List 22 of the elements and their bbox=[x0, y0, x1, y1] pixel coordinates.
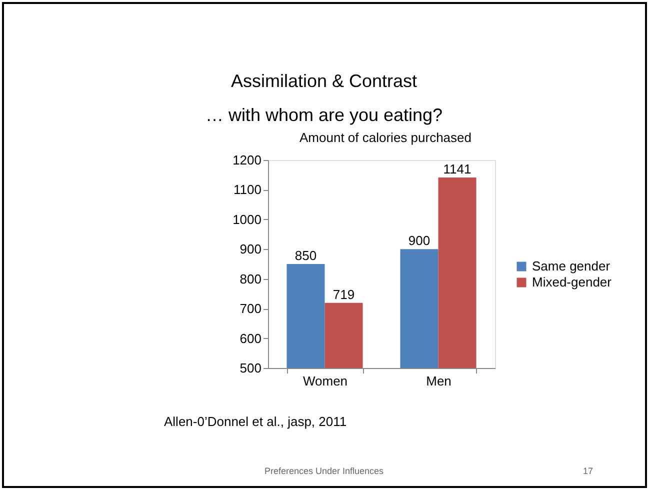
text: Assimilation & Contrast bbox=[230, 71, 418, 91]
data-label: 900 bbox=[408, 233, 430, 248]
legend-label: Mixed-gender bbox=[532, 274, 612, 290]
y-tick-label: 600 bbox=[240, 330, 262, 346]
y-tick-label: 500 bbox=[240, 360, 262, 376]
text: Allen-0’Donnel et al., jasp, 2011 bbox=[164, 414, 347, 429]
y-tick-label: 800 bbox=[240, 271, 262, 286]
text: … with whom are you eating? bbox=[205, 105, 443, 125]
y-tick-label: 1200 bbox=[232, 152, 262, 168]
data-label: 1141 bbox=[443, 162, 472, 177]
text: Preferences Under Influences bbox=[264, 466, 384, 476]
data-label: 719 bbox=[332, 286, 355, 302]
x-tick-label: Women bbox=[302, 374, 348, 388]
data-label: 850 bbox=[294, 248, 317, 263]
x-tick-label: Men bbox=[426, 374, 452, 388]
y-tick-label: 700 bbox=[240, 301, 262, 316]
y-tick-label: 900 bbox=[240, 242, 262, 257]
text: 17 bbox=[582, 466, 594, 476]
legend-label: Same gender bbox=[532, 258, 611, 274]
y-tick-label: 1100 bbox=[234, 182, 262, 198]
y-tick-label: 1000 bbox=[232, 212, 262, 227]
chart-title: Amount of calories purchased bbox=[300, 130, 472, 145]
